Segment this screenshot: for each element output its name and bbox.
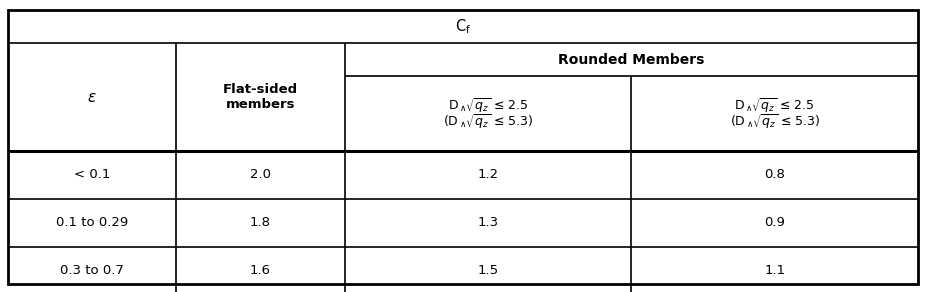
Text: 1.5: 1.5	[478, 265, 498, 277]
Text: 1.1: 1.1	[764, 265, 785, 277]
Text: (D$_\wedge\!\sqrt{q_z}$ ≤ 5.3): (D$_\wedge\!\sqrt{q_z}$ ≤ 5.3)	[730, 112, 820, 131]
Text: 1.2: 1.2	[478, 168, 498, 182]
Text: 0.8: 0.8	[764, 168, 785, 182]
Text: (D$_\wedge\!\sqrt{q_z}$ ≤ 5.3): (D$_\wedge\!\sqrt{q_z}$ ≤ 5.3)	[443, 112, 533, 131]
Text: 0.1 to 0.29: 0.1 to 0.29	[56, 216, 129, 230]
Text: 1.8: 1.8	[250, 216, 271, 230]
Text: D$_\wedge\!\sqrt{q_z}$ ≤ 2.5: D$_\wedge\!\sqrt{q_z}$ ≤ 2.5	[448, 96, 528, 114]
Text: 0.9: 0.9	[764, 216, 785, 230]
Text: < 0.1: < 0.1	[74, 168, 110, 182]
Text: 0.3 to 0.7: 0.3 to 0.7	[60, 265, 124, 277]
Text: 1.3: 1.3	[478, 216, 498, 230]
Text: 1.6: 1.6	[250, 265, 271, 277]
Text: C$_\mathrm{f}$: C$_\mathrm{f}$	[455, 17, 471, 36]
Text: Rounded Members: Rounded Members	[558, 53, 705, 67]
Text: 2.0: 2.0	[250, 168, 271, 182]
Text: D$_\wedge\!\sqrt{q_z}$ ≤ 2.5: D$_\wedge\!\sqrt{q_z}$ ≤ 2.5	[734, 96, 815, 114]
Text: Flat-sided
members: Flat-sided members	[223, 83, 298, 111]
Text: $\varepsilon$: $\varepsilon$	[87, 90, 97, 105]
